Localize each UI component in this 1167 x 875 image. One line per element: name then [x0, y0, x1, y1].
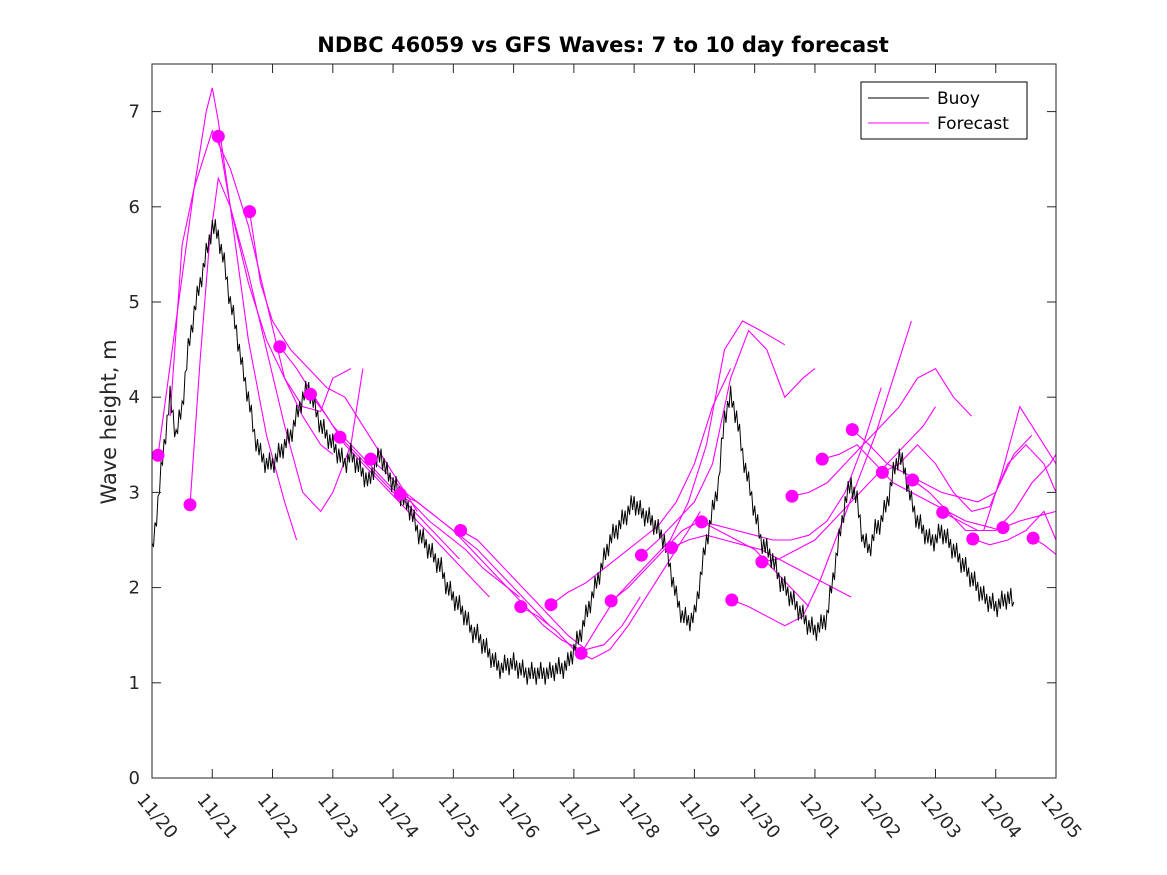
forecast-line — [701, 387, 882, 541]
x-tick-label: 11/20 — [132, 790, 181, 843]
forecast-marker — [514, 600, 528, 614]
x-tick-label: 11/30 — [735, 790, 784, 843]
x-tick-label: 12/05 — [1036, 790, 1085, 843]
forecast-marker — [364, 452, 378, 466]
y-tick-label: 7 — [129, 102, 140, 123]
forecast-line — [851, 429, 1033, 503]
x-tick-label: 11/22 — [253, 790, 302, 843]
forecast-marker — [634, 548, 648, 562]
x-tick-label: 12/04 — [976, 790, 1025, 843]
forecast-marker — [604, 594, 618, 608]
forecast-markers — [151, 129, 1040, 660]
forecast-marker — [454, 524, 468, 537]
plot-background — [152, 64, 1056, 778]
forecast-marker — [875, 465, 889, 479]
x-tick-label: 11/25 — [434, 790, 483, 843]
forecast-line — [400, 493, 581, 650]
forecast-marker — [785, 489, 799, 503]
forecast-marker — [544, 598, 558, 612]
forecast-marker — [906, 473, 920, 487]
forecast-line — [1002, 510, 1057, 529]
x-tick-label: 11/28 — [614, 790, 663, 843]
forecast-line — [641, 329, 816, 556]
forecast-marker — [815, 452, 829, 466]
forecast-line — [460, 530, 641, 651]
legend-forecast-label: Forecast — [937, 114, 1009, 134]
x-tick-label: 11/27 — [554, 790, 603, 843]
forecast-marker — [304, 387, 317, 401]
legend-box — [860, 81, 1028, 140]
y-tick-label: 0 — [129, 768, 140, 789]
forecast-marker — [574, 646, 588, 660]
forecast-line — [671, 534, 852, 598]
axes-box — [151, 63, 1057, 779]
forecast-marker — [393, 487, 407, 501]
forecast-line — [761, 406, 936, 563]
forecast-line — [791, 367, 972, 497]
x-tick-label: 12/01 — [795, 790, 844, 843]
buoy-line-layer — [151, 219, 1015, 685]
buoy-line — [151, 219, 1015, 685]
legend-buoy-label: Buoy — [937, 89, 980, 109]
y-tick-label: 5 — [129, 292, 140, 313]
y-tick-label: 4 — [129, 387, 140, 408]
forecast-line — [942, 454, 1057, 532]
x-tick-label: 11/21 — [192, 790, 241, 843]
forecast-marker — [725, 593, 739, 607]
forecast-marker — [665, 541, 678, 555]
x-tick-label: 12/02 — [855, 790, 904, 843]
forecast-line — [972, 510, 1057, 546]
y-tick-label: 3 — [129, 482, 140, 503]
y-axis-label: Wave height, m — [97, 339, 121, 504]
forecast-line — [731, 320, 912, 627]
x-tick-label: 12/03 — [916, 790, 965, 843]
forecast-line — [550, 368, 732, 606]
forecast-marker — [151, 448, 165, 462]
forecast-marker — [936, 505, 950, 519]
forecast-line — [157, 129, 334, 456]
forecast-marker — [966, 532, 980, 546]
x-tick-label: 11/29 — [675, 790, 724, 843]
forecast-marker — [183, 498, 197, 512]
forecast-line — [169, 87, 298, 541]
forecast-marker — [211, 129, 225, 143]
forecast-marker — [333, 430, 347, 444]
x-tick-label: 11/26 — [494, 790, 543, 843]
chart-title: NDBC 46059 vs GFS Waves: 7 to 10 day for… — [317, 33, 888, 57]
forecast-marker — [273, 340, 287, 354]
forecast-marker — [695, 515, 709, 529]
forecast-line — [520, 511, 701, 660]
forecast-line — [339, 436, 520, 598]
forecast-marker — [755, 555, 769, 569]
forecast-line — [189, 176, 364, 513]
y-tick-label: 6 — [129, 197, 140, 218]
forecast-marker — [845, 423, 859, 437]
forecast-marker — [243, 205, 257, 219]
y-tick-label: 2 — [129, 578, 140, 599]
forecast-line — [882, 444, 1057, 513]
legend: Buoy Forecast — [860, 81, 1028, 140]
plot-area — [152, 64, 1056, 778]
y-tick-label: 1 — [129, 673, 140, 694]
forecast-marker — [996, 521, 1010, 535]
forecast-marker — [1026, 531, 1040, 545]
x-tick-label: 11/23 — [313, 790, 362, 843]
x-tick-label: 11/24 — [373, 790, 422, 843]
